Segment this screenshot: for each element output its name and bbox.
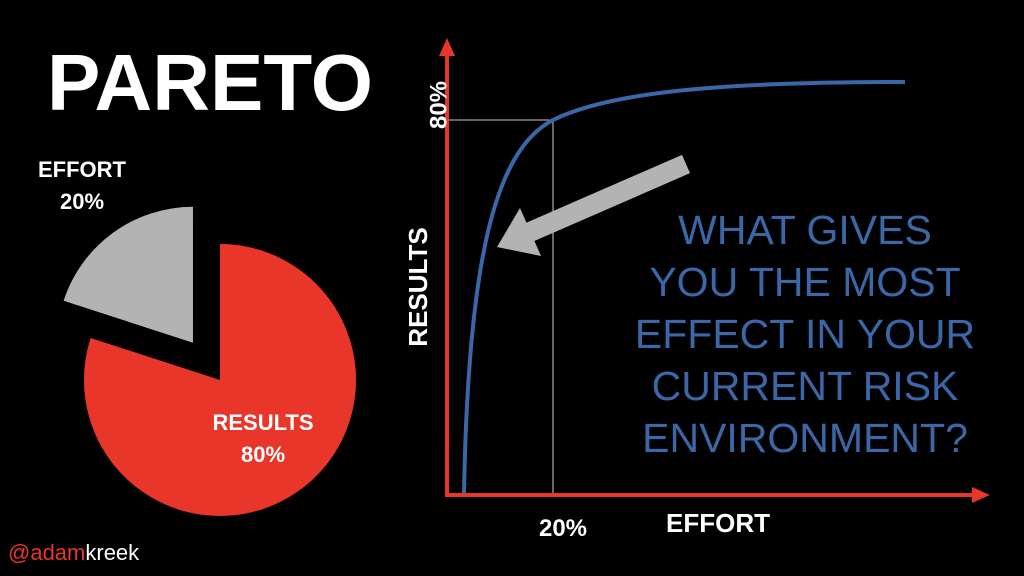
title: PARETO xyxy=(47,38,373,127)
x-label: EFFORT xyxy=(666,508,770,538)
handle-prefix: @adam xyxy=(8,540,85,565)
pareto-curve xyxy=(462,80,906,496)
question-line: EFFECT IN YOUR xyxy=(635,311,975,357)
handle-suffix: kreek xyxy=(85,540,140,565)
x-marker: 20% xyxy=(539,515,587,542)
slice-value: 80% xyxy=(241,442,285,467)
question-line: YOU THE MOST xyxy=(649,259,960,305)
pointer-arrowhead xyxy=(497,208,541,256)
pointer-arrow xyxy=(526,154,690,242)
y-label: RESULTS xyxy=(403,227,433,346)
y-marker: 80% xyxy=(425,81,452,129)
question-line: WHAT GIVES xyxy=(678,207,932,253)
slice-value: 20% xyxy=(60,189,104,214)
pie-slice xyxy=(84,244,356,516)
slice-label: EFFORT xyxy=(38,157,127,182)
question-line: ENVIRONMENT? xyxy=(642,415,968,461)
pie-chart: EFFORT 20% RESULTS 80% xyxy=(38,157,356,516)
question: WHAT GIVES YOU THE MOST EFFECT IN YOUR CURR… xyxy=(635,207,975,461)
y-axis-arrow xyxy=(439,38,455,56)
pie-slice xyxy=(63,206,193,343)
question-line: CURRENT RISK xyxy=(652,363,959,409)
slice-label: RESULTS xyxy=(212,410,313,435)
x-axis-arrow xyxy=(972,487,990,503)
handle: @adamkreek xyxy=(8,540,140,565)
